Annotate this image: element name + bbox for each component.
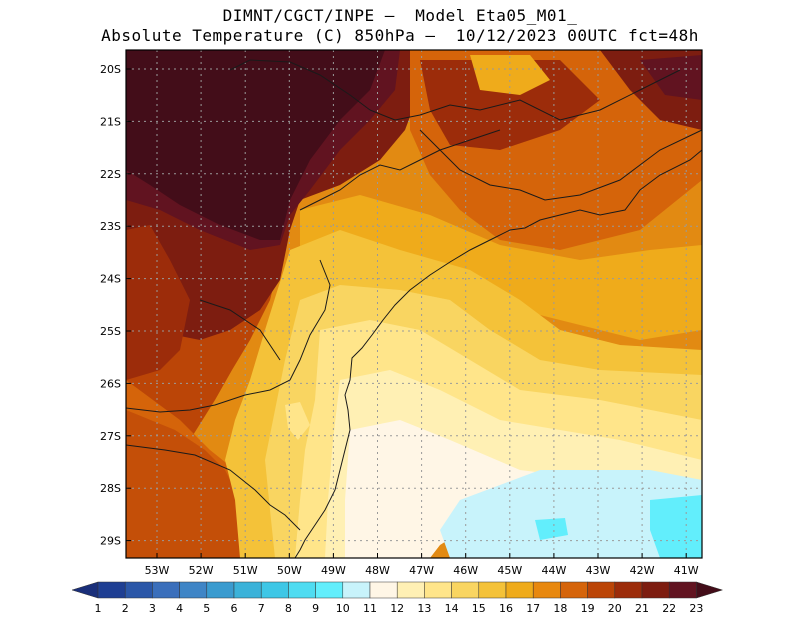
colorbar-value-label: 15 [472, 602, 486, 615]
lon-label: 42W [630, 564, 655, 577]
lat-label: 21S [100, 115, 121, 128]
lon-label: 44W [541, 564, 566, 577]
colorbar-swatch [505, 581, 534, 599]
lon-label: 41W [674, 564, 699, 577]
colorbar-swatch [668, 581, 697, 599]
lon-label: 50W [277, 564, 302, 577]
colorbar-swatch [260, 581, 289, 599]
colorbar-value-label: 8 [285, 602, 292, 615]
lat-label: 24S [100, 273, 121, 286]
colorbar-value-label: 10 [336, 602, 350, 615]
colorbar-value-label: 12 [390, 602, 404, 615]
colorbar-value-label: 21 [635, 602, 649, 615]
map-title-line1: DIMNT/CGCT/INPE – Model Eta05_M01_ [222, 6, 578, 25]
temperature-field [126, 50, 702, 558]
lon-label: 43W [586, 564, 611, 577]
coastline [125, 59, 703, 559]
lon-label: 48W [365, 564, 390, 577]
lat-label: 22S [100, 168, 121, 181]
colorbar-swatch [641, 581, 670, 599]
colorbar-value-label: 16 [499, 602, 513, 615]
map-title-line2: Absolute Temperature (C) 850hPa – 10/12/… [101, 26, 699, 45]
colorbar-swatch [206, 581, 235, 599]
colorbar-value-label: 19 [581, 602, 595, 615]
colorbar-value-label: 7 [258, 602, 265, 615]
lat-label: 28S [100, 482, 121, 495]
map-frame [125, 49, 703, 559]
colorbar-swatch [614, 581, 643, 599]
lat-lon-grid [126, 50, 702, 558]
lon-label: 51W [233, 564, 258, 577]
lon-label: 47W [409, 564, 434, 577]
colorbar-swatch [587, 581, 616, 599]
colorbar-value-label: 17 [526, 602, 540, 615]
colorbar-value-label: 9 [312, 602, 319, 615]
colorbar-swatch [451, 581, 480, 599]
colorbar-value-label: 23 [689, 602, 703, 615]
lat-label: 23S [100, 220, 121, 233]
colorbar-labels: 1 2 3 4 5 6 7 8 9 10 11 12 13 14 15 16 17 18 19 20 21 22 23 [95, 602, 704, 615]
lat-label: 27S [100, 430, 121, 443]
lat-label: 29S [100, 535, 121, 548]
lat-label: 25S [100, 325, 121, 338]
lat-label: 20S [100, 63, 121, 76]
colorbar-swatch [560, 581, 588, 599]
lon-label: 49W [321, 564, 346, 577]
colorbar-value-label: 13 [417, 602, 431, 615]
colorbar-swatch [424, 581, 452, 599]
colorbar-value-label: 18 [553, 602, 567, 615]
colorbar-swatch [233, 581, 262, 599]
colorbar-swatch [152, 581, 180, 599]
colorbar-value-label: 4 [176, 602, 183, 615]
lat-label: 26S [100, 377, 121, 390]
lon-label: 53W [145, 564, 170, 577]
colorbar-swatch [532, 581, 561, 599]
colorbar-swatch [288, 581, 316, 599]
colorbar-value-label: 20 [608, 602, 622, 615]
colorbar-swatch [315, 581, 344, 599]
lon-label: 46W [453, 564, 478, 577]
colorbar-swatch [179, 581, 208, 599]
latitude-labels: 20S 21S 22S 23S 24S 25S 26S 27S 28S 29S [100, 63, 131, 548]
colorbar-swatch [396, 581, 425, 599]
colorbar-value-label: 3 [149, 602, 156, 615]
colorbar-swatch [124, 581, 153, 599]
colorbar-swatch [342, 581, 371, 599]
lon-label: 52W [189, 564, 214, 577]
colorbar-value-label: 11 [363, 602, 377, 615]
colorbar-value-label: 6 [231, 602, 238, 615]
colorbar-value-label: 1 [95, 602, 102, 615]
colorbar [71, 581, 724, 599]
colorbar-value-label: 5 [203, 602, 210, 615]
colorbar-max-arrow [696, 581, 724, 599]
colorbar-value-label: 14 [445, 602, 459, 615]
colorbar-swatch [369, 581, 398, 599]
longitude-labels: 53W 52W 51W 50W 49W 48W 47W 46W 45W 44W 43W 42W 41W [145, 553, 699, 577]
colorbar-min-arrow [71, 581, 99, 599]
lon-label: 45W [497, 564, 522, 577]
colorbar-swatch [478, 581, 507, 599]
colorbar-swatch [97, 581, 126, 599]
colorbar-value-label: 2 [122, 602, 129, 615]
colorbar-value-label: 22 [662, 602, 676, 615]
